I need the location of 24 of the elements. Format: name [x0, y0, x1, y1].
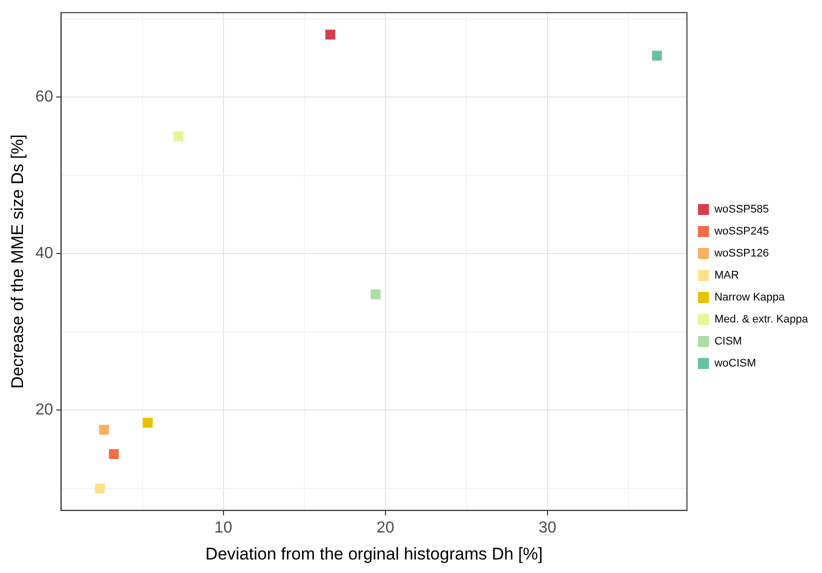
x-tick-label: 10: [214, 519, 232, 536]
x-tick-label: 30: [538, 519, 557, 536]
x-tick-label: 20: [376, 519, 394, 536]
legend-label: woSSP126: [713, 248, 769, 260]
point: [325, 30, 336, 40]
y-axis-title: Decrease of the MME size Ds [%]: [8, 134, 27, 389]
point: [174, 131, 184, 142]
y-tick-label: 60: [35, 88, 54, 106]
legend-label: CISM: [714, 336, 742, 348]
y-tick-label: 20: [35, 402, 54, 419]
legend-label: MAR: [714, 270, 739, 282]
y-tick-label: 40: [35, 245, 54, 262]
legend-label: woSSP585: [713, 204, 769, 216]
point: [99, 424, 109, 435]
point: [142, 418, 153, 428]
point: [108, 449, 119, 459]
point: [370, 289, 381, 300]
point: [94, 484, 105, 494]
legend-label: Med. & extr. Kappa: [714, 314, 809, 326]
x-axis-title: Deviation from the orginal histograms Dh [%]: [205, 544, 543, 564]
point: [652, 50, 662, 61]
legend-label: Narrow Kappa: [714, 292, 786, 304]
legend-label: woCISM: [713, 358, 756, 370]
legend-label: woSSP245: [713, 226, 769, 238]
